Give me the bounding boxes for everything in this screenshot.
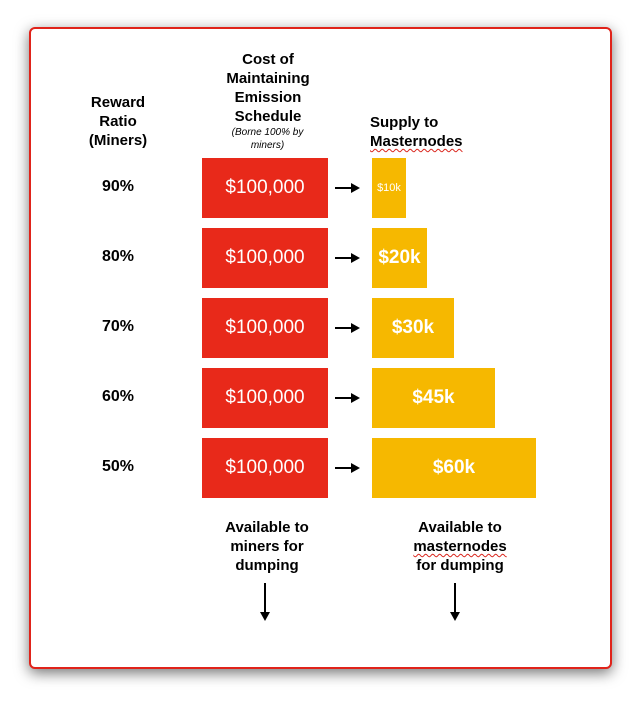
- miners-footer-line: Available to: [225, 519, 309, 536]
- down-arrow-icon: [260, 583, 270, 621]
- right-arrow-icon: [335, 253, 360, 263]
- masternodes-footer-line: Available to: [418, 519, 502, 536]
- cost-box: $100,000: [202, 228, 328, 288]
- reward-ratio-header-line: (Miners): [88, 132, 148, 149]
- supply-header: Supply to Masternodes: [370, 113, 480, 151]
- cost-header-line: Maintaining: [226, 70, 310, 87]
- supply-box: $30k: [372, 298, 454, 358]
- reward-ratio-value: 50%: [101, 458, 135, 475]
- right-arrow-icon: [335, 323, 360, 333]
- supply-box: $20k: [372, 228, 427, 288]
- supply-box: $60k: [372, 438, 536, 498]
- reward-ratio-header-line: Reward: [90, 94, 146, 111]
- supply-header-line: Supply to: [370, 114, 439, 131]
- down-arrow-icon: [450, 583, 460, 621]
- masternodes-dumping-label: Available to masternodes for dumping: [398, 518, 522, 575]
- supply-box: $10k: [372, 158, 406, 218]
- right-arrow-icon: [335, 463, 360, 473]
- cost-box: $100,000: [202, 158, 328, 218]
- cost-box: $100,000: [202, 368, 328, 428]
- right-arrow-icon: [335, 183, 360, 193]
- supply-header-line: Masternodes: [370, 133, 463, 150]
- masternodes-footer-line: masternodes: [413, 538, 507, 555]
- cost-note-line: miners): [250, 140, 285, 151]
- reward-ratio-header-line: Ratio: [99, 113, 137, 130]
- miners-dumping-label: Available to miners for dumping: [210, 518, 324, 575]
- cost-header: Cost of Maintaining Emission Schedule: [212, 50, 324, 126]
- cost-header-line: Emission: [234, 89, 302, 106]
- cost-box: $100,000: [202, 298, 328, 358]
- cost-note-line: (Borne 100% by: [231, 127, 304, 138]
- reward-ratio-value: 90%: [101, 178, 135, 195]
- supply-box: $45k: [372, 368, 495, 428]
- reward-ratio-value: 60%: [101, 388, 135, 405]
- cost-header-line: Cost of: [242, 51, 294, 68]
- miners-footer-line: miners for: [230, 538, 304, 555]
- reward-ratio-value: 70%: [101, 318, 135, 335]
- cost-header-note: (Borne 100% by miners): [205, 126, 330, 152]
- reward-ratio-value: 80%: [101, 248, 135, 265]
- reward-ratio-header: Reward Ratio (Miners): [78, 93, 158, 150]
- cost-box: $100,000: [202, 438, 328, 498]
- right-arrow-icon: [335, 393, 360, 403]
- masternodes-footer-line: for dumping: [416, 557, 504, 574]
- miners-footer-line: dumping: [235, 557, 299, 574]
- cost-header-line: Schedule: [234, 108, 302, 125]
